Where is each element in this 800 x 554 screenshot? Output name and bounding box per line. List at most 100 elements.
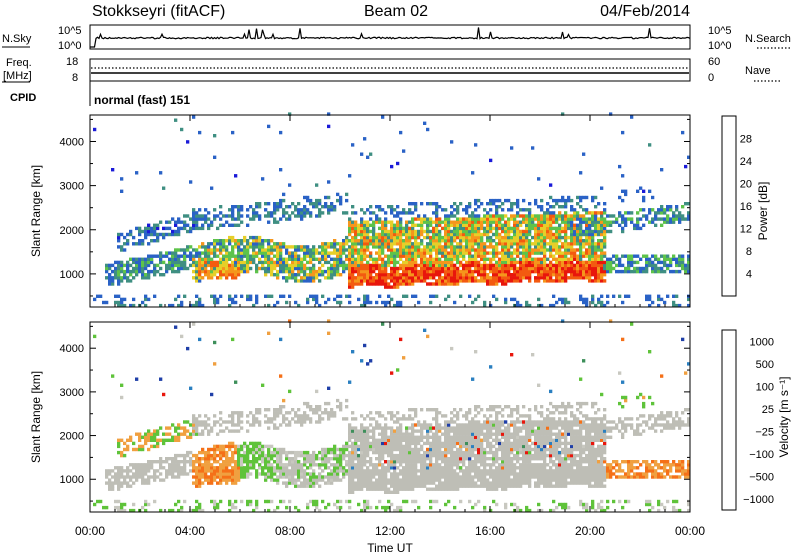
power-cell [345,242,349,246]
velocity-cell [387,438,391,442]
power-cell [570,214,574,218]
power-cell [558,263,562,268]
power-cell [234,245,238,249]
power-cell [456,226,460,231]
velocity-cell [237,444,241,449]
power-cell [564,223,568,227]
power-cell [450,276,454,280]
power-cell [447,245,451,249]
power-cell [438,223,442,227]
power-cell [405,251,409,255]
velocity-cell [231,457,235,461]
power-cell [594,226,598,231]
velocity-cell [369,441,373,446]
power-cell [375,235,379,240]
velocity-cell [168,469,172,473]
velocity-cell [360,463,364,467]
power-cell [276,300,280,305]
power-cell [672,303,676,308]
velocity-cell [135,466,139,470]
power-cell [519,245,523,249]
power-cell [372,282,376,286]
power-cell [495,232,499,237]
power-cell [216,276,220,280]
velocity-cell [396,466,400,470]
velocity-cell [351,432,355,436]
power-cell [243,266,247,271]
velocity-cell [336,447,340,452]
power-cell [573,223,577,227]
power-cell [381,300,385,305]
power-cell [462,223,466,227]
power-cell [309,279,313,283]
power-cell [399,217,403,221]
power-cell [570,269,574,274]
power-cell [426,235,430,240]
power-cell [144,229,148,234]
velocity-cell [123,508,127,513]
power-cell [234,223,238,227]
power-cell [255,254,259,258]
power-cell [225,276,229,280]
power-cell [537,205,541,209]
power-cell [384,279,388,283]
velocity-cell [408,447,412,452]
velocity-cell [183,453,187,458]
velocity-cell [288,389,292,394]
power-cell [345,294,349,298]
velocity-cell [387,460,391,464]
power-cell [471,273,475,277]
power-cell [600,269,604,274]
power-cell [447,223,451,227]
power-cell [384,217,388,221]
power-cell [240,266,244,271]
power-cell [204,257,208,261]
velocity-cell [363,429,367,433]
velocity-cell [195,481,199,485]
velocity-cell [426,450,430,455]
velocity-cell [327,475,331,479]
power-cell [330,208,334,212]
velocity-cell [348,444,352,449]
power-cell [591,273,595,277]
power-cell [597,242,601,246]
power-cell [264,214,268,218]
velocity-cell [231,417,235,421]
velocity-cell [375,420,379,424]
power-cell [636,217,640,221]
velocity-cell [198,505,202,510]
power-cell [408,242,412,246]
power-cell [594,245,598,249]
velocity-cell [369,475,373,479]
velocity-cell [303,460,307,464]
velocity-cell [303,453,307,458]
power-cell [405,223,409,227]
power-cell [351,143,355,147]
colorbar-tick-label: 20 [740,179,752,191]
power-cell [408,282,412,286]
power-cell [309,202,313,206]
power-cell [666,254,670,258]
velocity-cell [357,484,361,488]
power-cell [573,226,577,231]
power-cell [579,269,583,274]
velocity-cell [429,453,433,458]
power-cell [435,260,439,265]
power-cell [654,254,658,258]
power-cell [342,263,346,268]
power-cell [561,195,565,200]
velocity-cell [396,444,400,449]
power-cell [555,217,559,221]
power-cell [486,211,490,215]
power-cell [519,220,523,224]
power-cell [642,223,646,227]
velocity-cell [117,438,121,442]
power-cell [576,226,580,231]
power-cell [591,294,595,298]
power-cell [303,263,307,268]
power-cell [330,242,334,246]
velocity-cell [411,475,415,479]
velocity-cell [411,423,415,427]
power-cell [540,205,544,209]
power-cell [297,303,301,308]
